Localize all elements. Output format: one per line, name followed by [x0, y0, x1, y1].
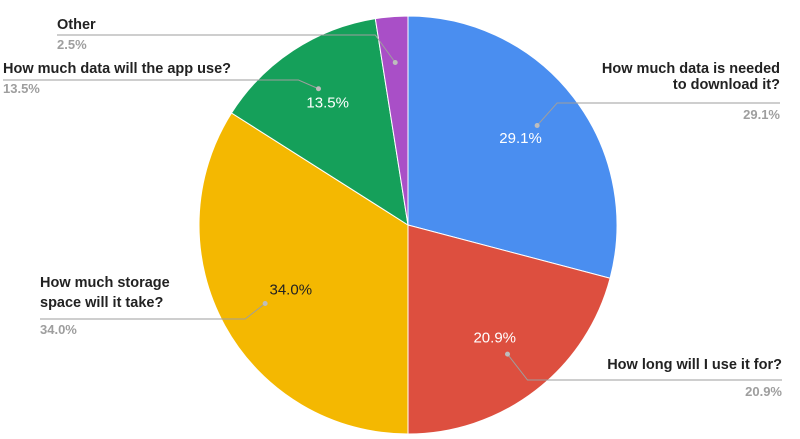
callout-line	[536, 102, 780, 126]
callout-line	[57, 34, 396, 63]
pie-slice-how-long-will-i-use-it-for	[407, 224, 611, 435]
callout-category-label: How much storage	[40, 275, 170, 291]
callout-line	[3, 79, 319, 90]
callout-percent-label: 2.5%	[57, 37, 87, 52]
callout-category-label: space will it take?	[40, 295, 163, 311]
callout-dot	[262, 301, 268, 307]
pie-slice-labels: 29.1% 20.9% 34.0% 13.5%	[270, 95, 542, 347]
pie-slice-how-much-data-will-the-app-use	[230, 18, 409, 227]
slice-value-label: 13.5%	[306, 95, 349, 112]
callout-dot	[534, 122, 540, 128]
slice-value-label: 34.0%	[270, 281, 313, 298]
callout-category-label: How much data is needed	[602, 61, 780, 77]
pie-slice-how-much-storage-space-will-it-take	[198, 112, 409, 435]
callout-category-label: to download it?	[673, 77, 780, 93]
callout-dot	[392, 59, 398, 65]
slice-value-label: 29.1%	[499, 130, 542, 147]
callout-percent-label: 20.9%	[745, 384, 782, 399]
callout-dot	[315, 86, 321, 92]
callout-line	[40, 303, 266, 320]
callout-line	[507, 353, 782, 381]
callout-percent-label: 34.0%	[40, 322, 77, 337]
callout-category-label: How long will I use it for?	[607, 357, 782, 373]
callout-percent-label: 13.5%	[3, 81, 40, 96]
pie-slice-how-much-data-is-needed-to-download-it	[407, 15, 618, 279]
slice-value-label: 20.9%	[473, 330, 516, 347]
pie-slices	[198, 15, 618, 435]
callout-category-label: How much data will the app use?	[3, 61, 231, 77]
callout-dot	[505, 351, 511, 357]
callout-category-label: Other	[57, 17, 96, 33]
callout-percent-label: 29.1%	[743, 107, 780, 122]
pie-slice-other	[374, 15, 409, 226]
